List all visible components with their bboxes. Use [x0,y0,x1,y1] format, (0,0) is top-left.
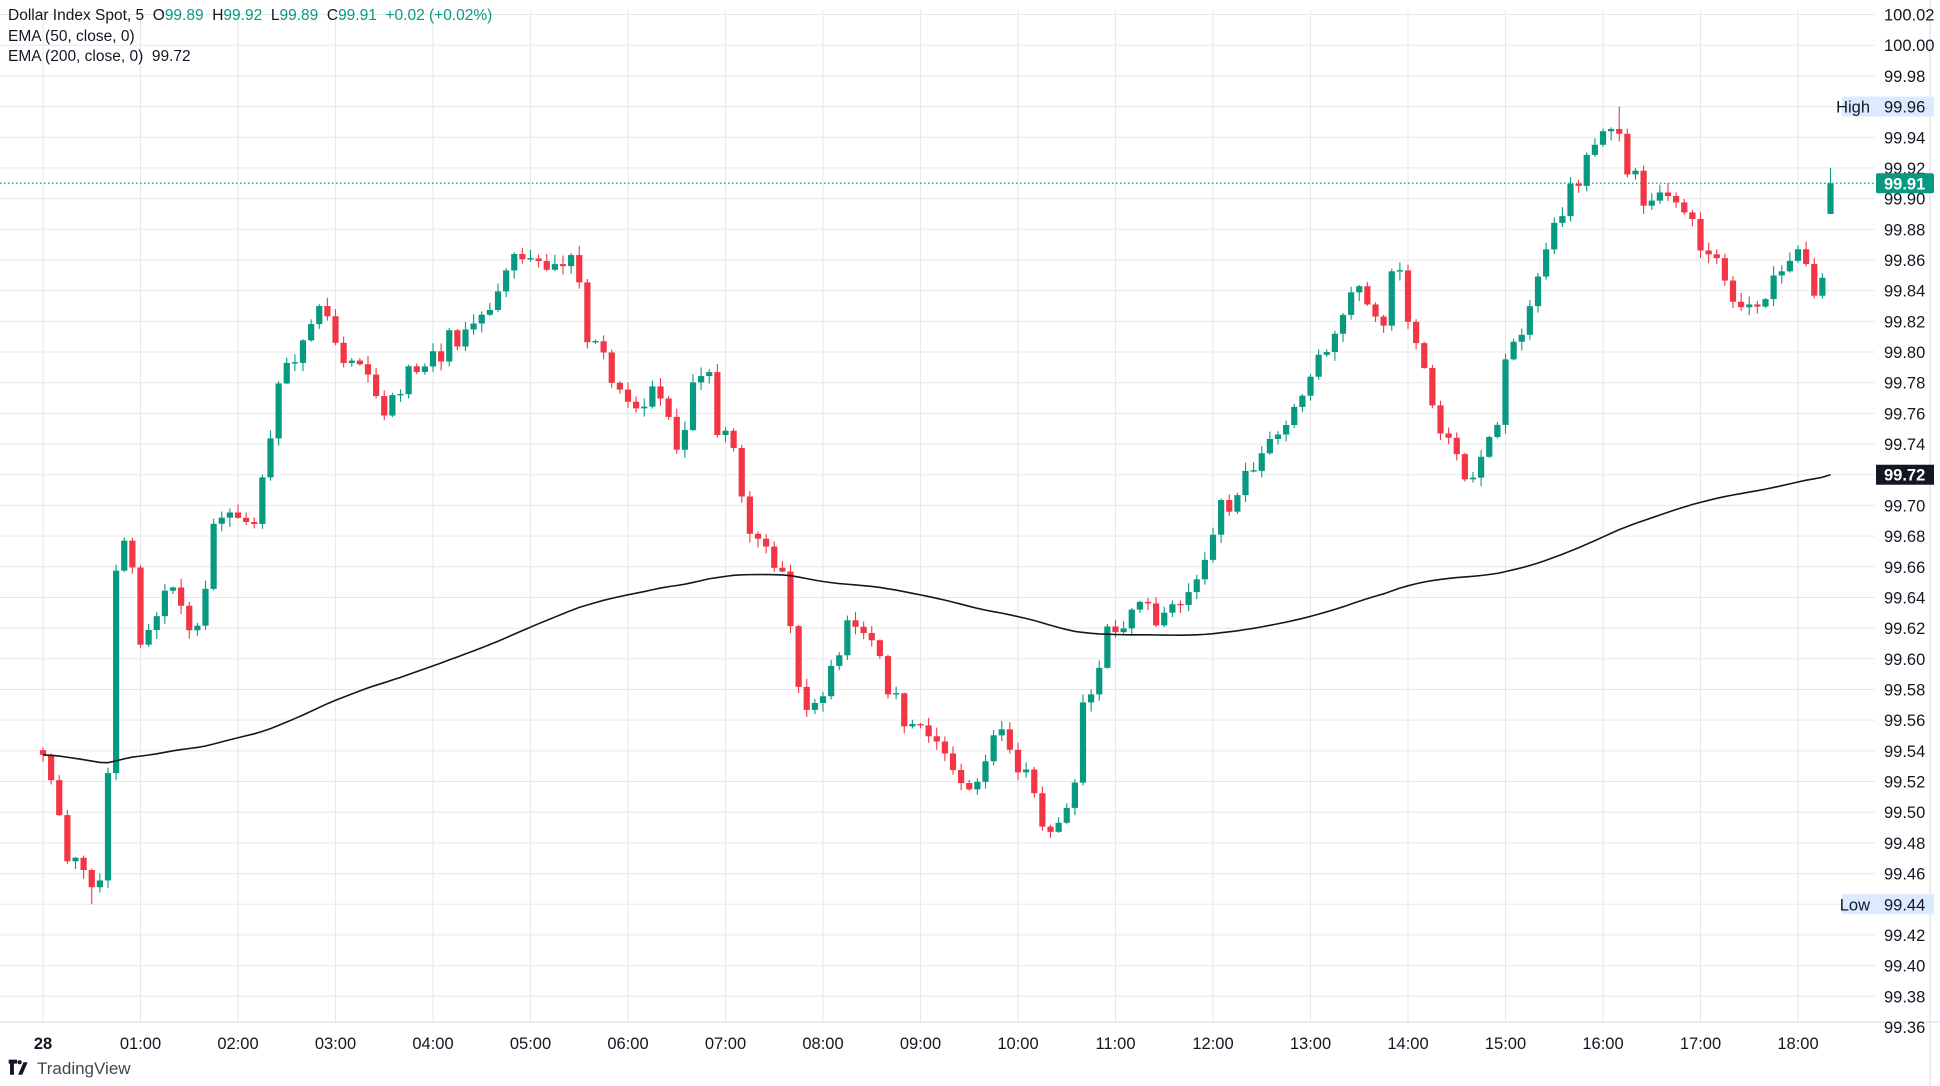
svg-text:99.84: 99.84 [1884,283,1925,301]
svg-text:99.72: 99.72 [1884,467,1925,485]
svg-text:07:00: 07:00 [705,1035,746,1053]
svg-text:99.42: 99.42 [1884,927,1925,945]
svg-text:Low: Low [1840,896,1870,914]
svg-text:100.02: 100.02 [1884,7,1934,25]
svg-text:04:00: 04:00 [412,1035,453,1053]
svg-text:17:00: 17:00 [1680,1035,1721,1053]
svg-text:High: High [1836,99,1870,117]
svg-text:99.60: 99.60 [1884,651,1925,669]
svg-text:08:00: 08:00 [802,1035,843,1053]
svg-text:99.80: 99.80 [1884,344,1925,362]
svg-text:99.76: 99.76 [1884,405,1925,423]
svg-text:100.00: 100.00 [1884,37,1934,55]
svg-text:16:00: 16:00 [1582,1035,1623,1053]
svg-text:09:00: 09:00 [900,1035,941,1053]
svg-text:10:00: 10:00 [997,1035,1038,1053]
svg-text:11:00: 11:00 [1095,1035,1135,1053]
svg-text:18:00: 18:00 [1777,1035,1818,1053]
svg-text:99.44: 99.44 [1884,896,1925,914]
svg-text:06:00: 06:00 [607,1035,648,1053]
svg-text:28: 28 [34,1035,52,1053]
svg-text:99.50: 99.50 [1884,804,1925,822]
svg-text:01:00: 01:00 [120,1035,161,1053]
svg-text:99.86: 99.86 [1884,252,1925,270]
svg-text:99.88: 99.88 [1884,221,1925,239]
svg-text:99.46: 99.46 [1884,866,1925,884]
svg-text:99.96: 99.96 [1884,99,1925,117]
svg-text:99.62: 99.62 [1884,620,1925,638]
svg-text:99.64: 99.64 [1884,589,1925,607]
svg-text:99.98: 99.98 [1884,68,1925,86]
svg-text:99.78: 99.78 [1884,375,1925,393]
svg-text:05:00: 05:00 [510,1035,551,1053]
svg-text:99.58: 99.58 [1884,681,1925,699]
svg-text:99.56: 99.56 [1884,712,1925,730]
svg-text:99.38: 99.38 [1884,988,1925,1006]
svg-text:02:00: 02:00 [217,1035,258,1053]
svg-text:99.94: 99.94 [1884,129,1925,147]
svg-text:99.52: 99.52 [1884,774,1925,792]
svg-text:12:00: 12:00 [1192,1035,1233,1053]
svg-text:99.70: 99.70 [1884,497,1925,515]
svg-text:99.74: 99.74 [1884,436,1925,454]
svg-text:15:00: 15:00 [1485,1035,1526,1053]
svg-text:14:00: 14:00 [1387,1035,1428,1053]
svg-text:99.40: 99.40 [1884,958,1925,976]
svg-text:13:00: 13:00 [1290,1035,1331,1053]
svg-text:99.66: 99.66 [1884,559,1925,577]
svg-text:99.91: 99.91 [1884,175,1925,193]
svg-text:99.90: 99.90 [1884,191,1925,209]
svg-text:99.68: 99.68 [1884,528,1925,546]
svg-text:03:00: 03:00 [315,1035,356,1053]
svg-text:99.82: 99.82 [1884,313,1925,331]
svg-text:99.48: 99.48 [1884,835,1925,853]
svg-text:99.36: 99.36 [1884,1019,1925,1037]
svg-text:99.54: 99.54 [1884,743,1925,761]
